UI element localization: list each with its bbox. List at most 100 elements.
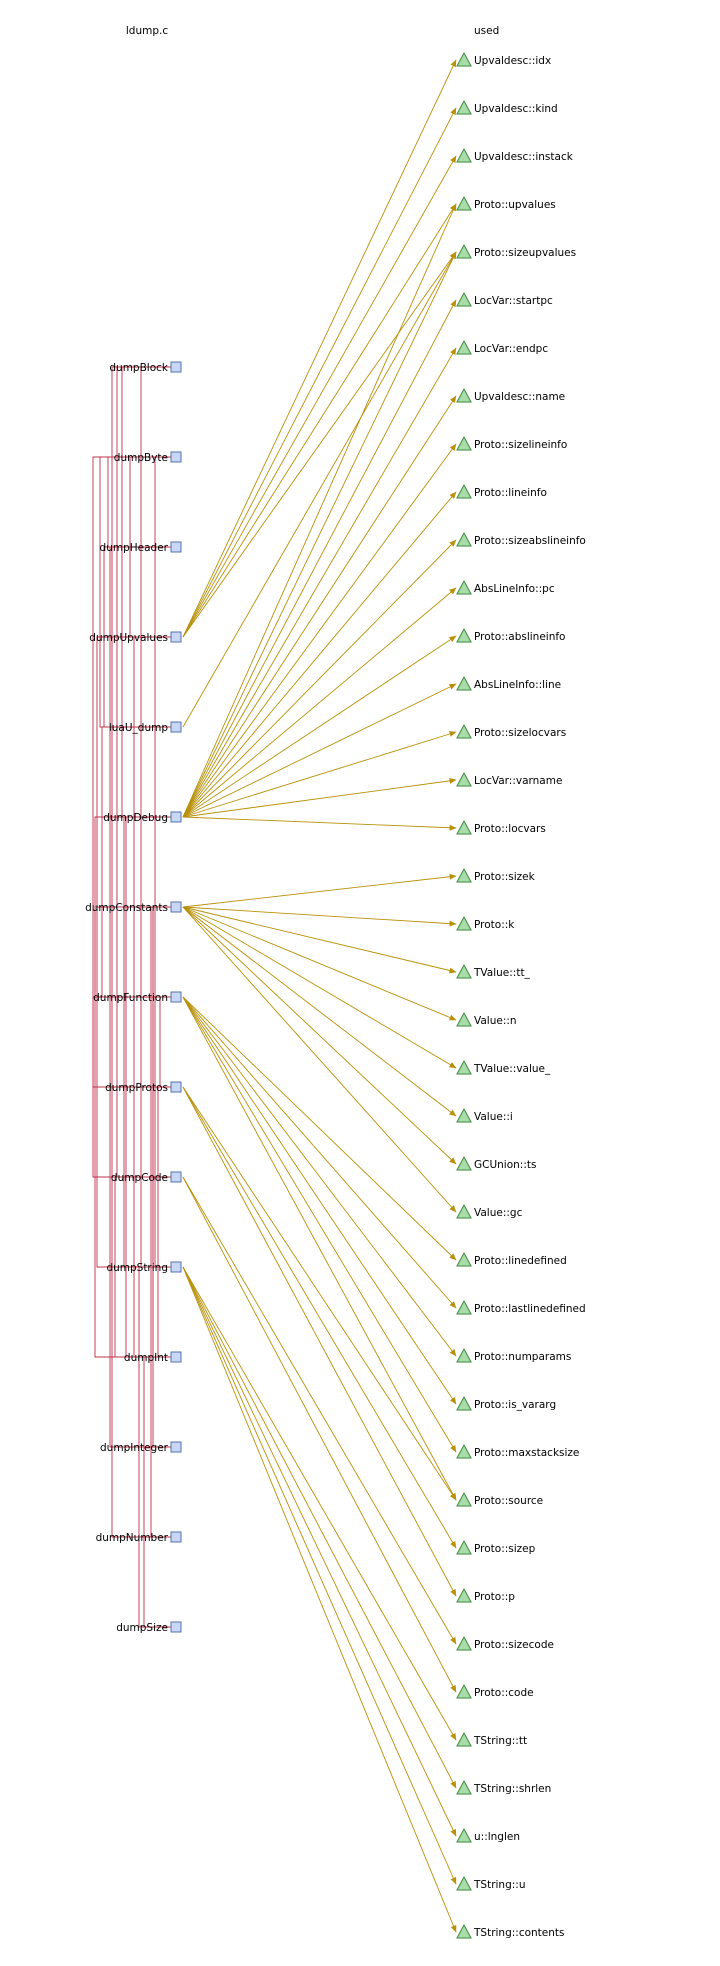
member-triangle-icon — [456, 1827, 472, 1843]
used-item-abslineinfo-line[interactable]: AbsLineInfo::line — [456, 675, 561, 691]
used-item-tstring-u[interactable]: TString::u — [456, 1875, 525, 1891]
function-label: dumpInt — [124, 1352, 168, 1364]
used-item-proto-sizeabslineinfo[interactable]: Proto::sizeabslineinfo — [456, 531, 586, 547]
used-item-gcunion-ts[interactable]: GCUnion::ts — [456, 1155, 536, 1171]
use-arrow-dumpdebug-to-abslineinfo-pc — [182, 587, 457, 818]
used-member-label: TString::shrlen — [473, 1783, 551, 1795]
used-item-proto-p[interactable]: Proto::p — [456, 1587, 515, 1603]
use-arrow-dumpconstants-to-proto-k — [182, 906, 457, 927]
used-item-proto-numparams[interactable]: Proto::numparams — [456, 1347, 571, 1363]
member-triangle-icon — [456, 1011, 472, 1027]
function-node-dumpconstants[interactable]: dumpConstants — [85, 901, 182, 914]
use-arrow-dumpdebug-to-proto-sizelineinfo — [182, 443, 457, 818]
member-triangle-icon — [456, 1299, 472, 1315]
used-item-proto-lineinfo[interactable]: Proto::lineinfo — [456, 483, 547, 499]
function-node-dumpsize[interactable]: dumpSize — [116, 1621, 182, 1634]
used-item-proto-is-vararg[interactable]: Proto::is_vararg — [456, 1395, 556, 1411]
used-item-proto-sizecode[interactable]: Proto::sizecode — [456, 1635, 554, 1651]
used-item-proto-maxstacksize[interactable]: Proto::maxstacksize — [456, 1443, 579, 1459]
member-triangle-icon — [456, 771, 472, 787]
used-item-proto-abslineinfo[interactable]: Proto::abslineinfo — [456, 627, 566, 643]
used-item-tstring-shrlen[interactable]: TString::shrlen — [456, 1779, 551, 1795]
member-triangle-icon — [456, 1395, 472, 1411]
call-lines-layer — [92, 366, 171, 1628]
function-box-icon — [170, 451, 182, 463]
function-node-dumpupvalues[interactable]: dumpUpvalues — [89, 631, 182, 644]
function-node-dumpinteger[interactable]: dumpInteger — [100, 1441, 182, 1454]
function-node-luau-dump[interactable]: luaU_dump — [109, 721, 182, 734]
used-member-label: Proto::sizek — [474, 871, 536, 883]
used-member-label: LocVar::endpc — [474, 343, 548, 355]
member-triangle-icon — [456, 1443, 472, 1459]
used-item-proto-k[interactable]: Proto::k — [456, 915, 515, 931]
used-item-proto-code[interactable]: Proto::code — [456, 1683, 534, 1699]
used-item-proto-sizelocvars[interactable]: Proto::sizelocvars — [456, 723, 566, 739]
used-member-label: Value::gc — [474, 1207, 523, 1219]
use-arrow-dumpdebug-to-proto-sizelocvars — [182, 731, 457, 818]
function-node-dumpnumber[interactable]: dumpNumber — [96, 1531, 182, 1544]
use-arrows-layer — [182, 59, 457, 1933]
use-arrow-dumpupvalues-to-upvaldesc-kind — [182, 107, 457, 638]
used-item-tvalue-value[interactable]: TValue::value_ — [456, 1059, 551, 1075]
used-member-label: TValue::value_ — [473, 1063, 551, 1075]
used-item-upvaldesc-name[interactable]: Upvaldesc::name — [456, 387, 565, 403]
function-node-dumpheader[interactable]: dumpHeader — [100, 541, 182, 554]
use-arrow-dumpconstants-to-tvalue-value — [182, 906, 457, 1069]
used-item-upvaldesc-instack[interactable]: Upvaldesc::instack — [456, 147, 574, 163]
used-item-upvaldesc-kind[interactable]: Upvaldesc::kind — [456, 99, 558, 115]
function-label: dumpInteger — [100, 1442, 169, 1454]
used-item-tstring-tt[interactable]: TString::tt — [456, 1731, 527, 1747]
used-item-proto-upvalues[interactable]: Proto::upvalues — [456, 195, 556, 211]
target-column-label: used — [474, 25, 499, 37]
used-item-u-lnglen[interactable]: u::lnglen — [456, 1827, 520, 1843]
function-node-dumpfunction[interactable]: dumpFunction — [93, 991, 182, 1004]
used-item-upvaldesc-idx[interactable]: Upvaldesc::idx — [456, 51, 551, 67]
member-triangle-icon — [456, 51, 472, 67]
use-arrow-dumpdebug-to-proto-sizeupvalues — [182, 251, 457, 818]
used-item-locvar-endpc[interactable]: LocVar::endpc — [456, 339, 548, 355]
used-item-proto-locvars[interactable]: Proto::locvars — [456, 819, 546, 835]
used-member-label: Proto::sizecode — [474, 1639, 554, 1651]
used-item-proto-source[interactable]: Proto::source — [456, 1491, 543, 1507]
function-node-dumpstring[interactable]: dumpString — [106, 1261, 182, 1274]
used-item-tstring-contents[interactable]: TString::contents — [456, 1923, 565, 1939]
used-item-locvar-startpc[interactable]: LocVar::startpc — [456, 291, 553, 307]
used-item-value-i[interactable]: Value::i — [456, 1107, 513, 1123]
used-member-label: TValue::tt_ — [473, 967, 531, 979]
used-item-proto-lastlinedefined[interactable]: Proto::lastlinedefined — [456, 1299, 586, 1315]
used-item-abslineinfo-pc[interactable]: AbsLineInfo::pc — [456, 579, 555, 595]
used-item-proto-linedefined[interactable]: Proto::linedefined — [456, 1251, 567, 1267]
function-node-dumpint[interactable]: dumpInt — [124, 1351, 182, 1364]
use-arrow-dumpupvalues-to-proto-upvalues — [182, 203, 457, 638]
function-node-dumpblock[interactable]: dumpBlock — [109, 361, 182, 374]
used-member-label: Upvaldesc::instack — [474, 151, 574, 163]
used-item-value-n[interactable]: Value::n — [456, 1011, 517, 1027]
member-triangle-icon — [456, 1683, 472, 1699]
member-triangle-icon — [456, 1923, 472, 1939]
used-item-proto-sizelineinfo[interactable]: Proto::sizelineinfo — [456, 435, 567, 451]
function-box-icon — [170, 1441, 182, 1453]
function-node-dumpcode[interactable]: dumpCode — [111, 1171, 182, 1184]
function-box-icon — [170, 1261, 182, 1273]
member-triangle-icon — [456, 1347, 472, 1363]
used-item-proto-sizep[interactable]: Proto::sizep — [456, 1539, 536, 1555]
used-member-label: Proto::numparams — [474, 1351, 571, 1363]
used-item-proto-sizek[interactable]: Proto::sizek — [456, 867, 536, 883]
use-arrow-dumpdebug-to-proto-sizeabslineinfo — [182, 539, 457, 818]
used-item-tvalue-tt[interactable]: TValue::tt_ — [456, 963, 531, 979]
used-member-label: TString::tt — [473, 1735, 527, 1747]
function-box-icon — [170, 991, 182, 1003]
used-member-label: Proto::locvars — [474, 823, 546, 835]
used-member-label: Proto::upvalues — [474, 199, 556, 211]
used-item-locvar-varname[interactable]: LocVar::varname — [456, 771, 562, 787]
function-node-dumpbyte[interactable]: dumpByte — [114, 451, 182, 464]
function-node-dumpprotos[interactable]: dumpProtos — [105, 1081, 182, 1094]
used-item-value-gc[interactable]: Value::gc — [456, 1203, 523, 1219]
function-label: dumpFunction — [93, 992, 168, 1004]
use-arrow-dumpcode-to-proto-sizecode — [182, 1176, 457, 1645]
used-member-label: Proto::maxstacksize — [474, 1447, 579, 1459]
used-item-proto-sizeupvalues[interactable]: Proto::sizeupvalues — [456, 243, 576, 259]
used-member-label: LocVar::varname — [474, 775, 562, 787]
function-node-dumpdebug[interactable]: dumpDebug — [103, 811, 182, 824]
use-arrow-dumpconstants-to-gcunion-ts — [182, 906, 457, 1165]
